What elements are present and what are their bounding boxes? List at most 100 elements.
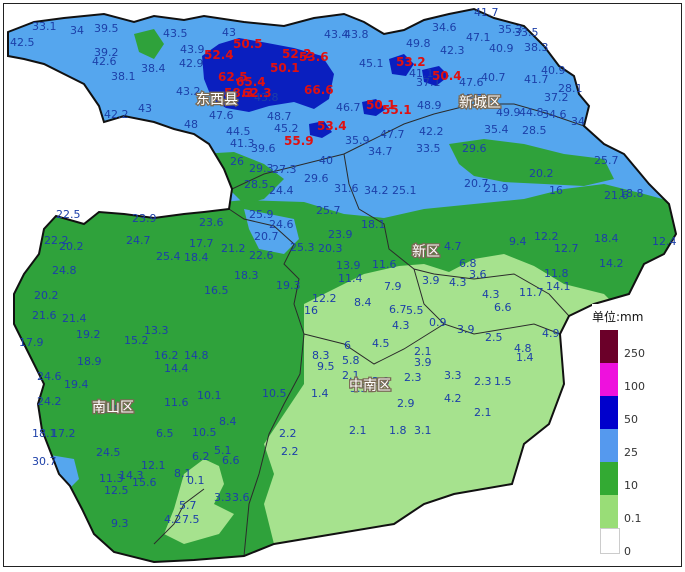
fill-50-100-b [389,54,414,76]
legend-swatch [600,330,618,363]
rain-value-label: 11.6 [372,258,397,271]
rain-value-label: 49.8 [406,37,431,50]
legend-swatch [600,396,618,429]
rain-value-label: 46.7 [336,101,361,114]
rain-value-label: 14.1 [546,280,571,293]
rain-value-label: 23.6 [199,216,224,229]
rain-value-label: 52.2 [282,47,312,61]
rain-value-label: 11.8 [544,267,569,280]
rain-value-label: 3.3 [214,491,232,504]
rain-value-label: 14.3 [119,469,144,482]
rain-value-label: 3.6 [469,268,487,281]
rain-value-label: 45.1 [359,57,384,70]
rain-value-label: 25.1 [392,184,417,197]
rain-value-label: 34.6 [542,108,567,121]
rain-value-label: 34.2 [364,184,389,197]
rain-value-label: 0.9 [429,316,447,329]
fill-50-100-a [202,38,334,112]
rain-value-label: 43.4 [324,28,349,41]
legend-swatch [600,363,618,396]
rain-value-label: 62.3 [242,86,272,100]
rain-value-label: 48.7 [267,110,292,123]
rain-value-label: 12.2 [312,292,337,305]
rain-value-label: 14.4 [164,362,189,375]
rain-value-label: 3.9 [457,323,475,336]
boundary-east [413,268,561,335]
legend-title: 单位:mm [592,310,644,324]
rainfall-map: 33.1 34 39.5 42.5 39.242.6 38.1 38.4 43.5 43 43.9… [7,6,677,563]
rain-value-label: 21.9 [484,182,509,195]
rain-value-label: 55.1 [382,103,412,117]
rain-value-label: 1.8 [389,424,407,437]
rain-value-label: 50.1 [270,61,300,75]
rain-value-label: 43 [222,26,236,39]
rain-value-label: 21.2 [221,242,246,255]
rain-value-label: 3.1 [414,424,432,437]
rain-value-label: 11.4 [338,272,363,285]
rain-value-label: 6.6 [222,454,240,467]
rain-value-label: 5.7 [179,499,197,512]
rain-value-label: 50.5 [233,37,263,51]
rain-value-label: 17.7 [189,237,214,250]
rain-value-label: 58.3 [224,86,254,100]
rain-value-label: 4.2 [164,513,182,526]
map-frame: 33.1 34 39.5 42.5 39.2 42.6 38.1 38.4 43.5 43 43.9… [3,3,682,567]
legend-swatch [600,495,618,528]
rain-value-label: 17.9 [19,336,44,349]
rain-value-label: 38.4 [141,62,166,75]
rain-value-label: 25.4 [156,250,181,263]
rain-value-label: 4.3 [392,319,410,332]
rain-value-label: 13.3 [144,324,169,337]
rain-value-label: 24.4 [269,184,294,197]
rain-value-label: 25.7 [594,154,619,167]
rain-value-label: 53.4 [317,119,347,133]
rain-value-label: 16.5 [204,284,229,297]
rain-value-label: 40.9 [541,64,566,77]
rain-value-label: 22.2 [44,234,69,247]
rain-value-label: 43.5 [163,27,188,40]
rain-value-label: 50.4 [432,69,462,83]
rain-value-label: 4.9 [542,327,560,340]
rain-value-label: 2.1 [349,424,367,437]
rain-value-label: 20.2 [34,289,59,302]
rain-value-label: 53.6 [299,50,329,64]
rain-value-label: 40.7 [481,71,506,84]
rain-value-label: 62.5 [218,70,248,84]
rain-value-label: 16 [304,304,318,317]
rain-value-label: 28.5 [522,124,547,137]
rain-value-label: 5.8 [342,354,360,367]
rain-value-label: 42.9 [179,57,204,70]
rain-fill-layer [8,9,676,562]
rain-value-label: 47.6 [459,76,484,89]
rain-value-label: 24.6 [269,218,294,231]
district-label-1: 东西县 [196,92,238,108]
rain-value-label: 42.6 [92,55,117,68]
rain-value-label: 3.9 [422,274,440,287]
rain-value-label: 31.6 [334,182,359,195]
rain-value-label: 47.7 [380,128,405,141]
rain-value-label: 65.4 [236,75,266,89]
rain-value-label: 19.2 [76,328,101,341]
rain-value-label: 35.3 [498,23,523,36]
rain-value-label: 43.8 [254,91,279,104]
boundary-west [228,208,305,557]
legend-swatch [600,429,618,462]
rain-value-label: 11.6 [164,396,189,409]
rain-value-label: 35.4 [484,123,509,136]
rain-value-label: 2.3 [404,371,422,384]
rain-value-label: 41.7 [474,6,499,19]
rain-value-label: 18.4 [184,251,209,264]
district-label-2: 新城区 [459,95,501,111]
rain-value-label: 43 [138,102,152,115]
district-boundaries [153,103,585,557]
fill-50-100-c [422,66,449,86]
rain-value-label: 3.3 [444,369,462,382]
rain-value-label: 8.4 [354,296,372,309]
rain-value-label: 55.9 [284,134,314,148]
rain-value-label: 25.9 [249,208,274,221]
rain-value-label: 17.2 [51,427,76,440]
rain-value-label: 33.5 [514,26,539,39]
rain-value-label: 49.9 [496,106,521,119]
rain-value-label: 7.9 [384,280,402,293]
rain-value-label: 15.6 [132,476,157,489]
